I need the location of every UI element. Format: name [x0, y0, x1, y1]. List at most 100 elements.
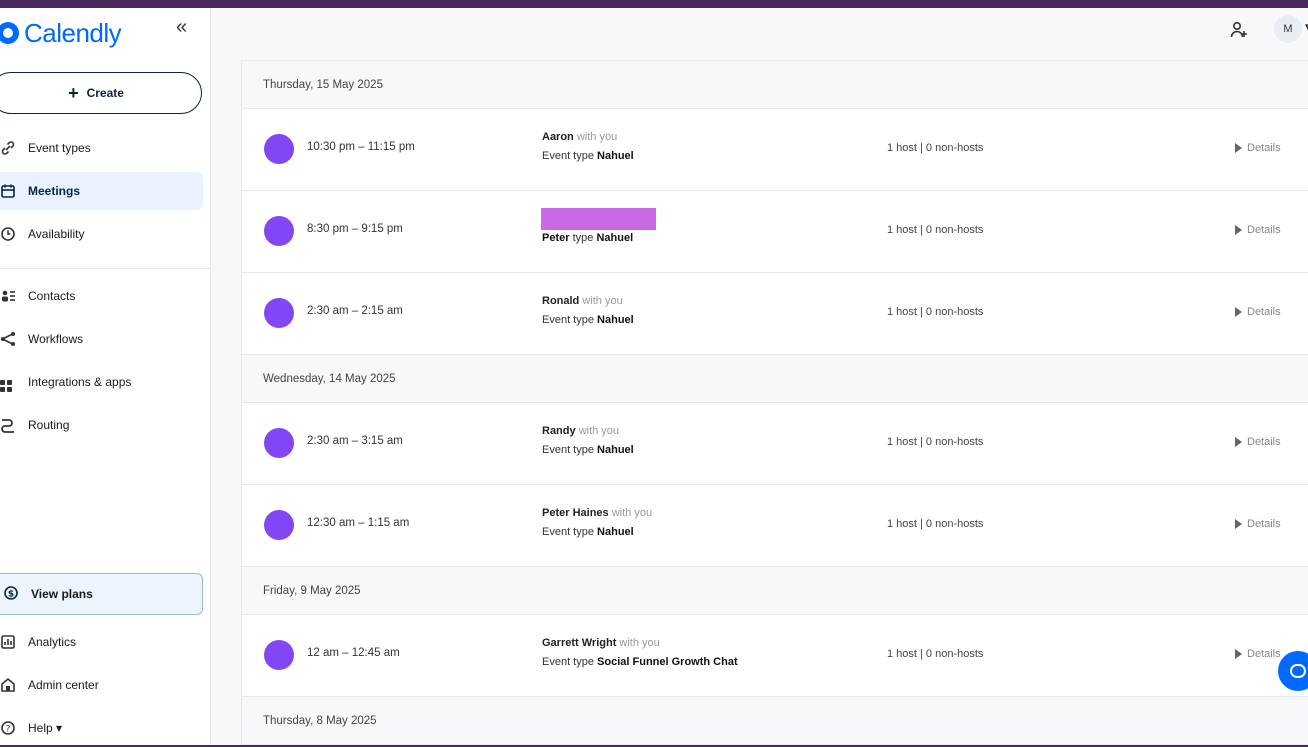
details-toggle[interactable]: Details — [1235, 224, 1281, 236]
caret-right-icon — [1235, 519, 1242, 529]
sidebar: Calendly « + Create Event types Meetings… — [0, 8, 211, 745]
event-hosts: 1 host | 0 non-hosts — [887, 224, 984, 236]
collapse-sidebar-icon[interactable]: « — [176, 16, 188, 38]
divider — [0, 268, 211, 269]
calendly-logo[interactable]: Calendly — [0, 16, 122, 50]
event-hosts: 1 host | 0 non-hosts — [887, 306, 984, 318]
clock-icon — [0, 226, 16, 242]
list-item[interactable]: 10:30 pm – 11:15 pm Aaron with you Event… — [242, 109, 1308, 191]
svg-text:$: $ — [8, 589, 14, 599]
event-type: Event type Social Funnel Growth Chat — [542, 656, 738, 668]
date-header: Thursday, 8 May 2025 — [242, 697, 1308, 745]
meetings-list: Thursday, 15 May 2025 10:30 pm – 11:15 p… — [241, 60, 1308, 745]
event-color-dot — [264, 428, 294, 458]
brand-name: Calendly — [24, 17, 122, 48]
event-type: Event type Nahuel — [542, 444, 634, 456]
chevron-down-icon[interactable]: ▼ — [1303, 22, 1308, 33]
calendly-logo-icon — [0, 22, 19, 44]
sidebar-item-meetings[interactable]: Meetings — [0, 172, 203, 210]
sidebar-item-label: Contacts — [28, 289, 76, 303]
event-hosts: 1 host | 0 non-hosts — [887, 518, 984, 530]
event-time: 12 am – 12:45 am — [307, 647, 400, 659]
event-time: 2:30 am – 3:15 am — [307, 435, 403, 447]
help-icon: ? — [0, 720, 16, 736]
sidebar-item-help[interactable]: ? Help ▾ — [0, 709, 203, 745]
calendar-icon — [0, 183, 16, 199]
chat-icon — [1290, 664, 1306, 678]
sidebar-item-label: Integrations & apps — [28, 375, 132, 389]
link-icon — [0, 140, 16, 156]
event-invitee: Peter Haines with you — [542, 507, 653, 519]
event-color-dot — [264, 216, 294, 246]
details-toggle[interactable]: Details — [1235, 518, 1281, 530]
workflow-icon — [0, 331, 16, 347]
event-hosts: 1 host | 0 non-hosts — [887, 436, 984, 448]
sidebar-item-routing[interactable]: Routing — [0, 406, 203, 444]
sidebar-item-event-types[interactable]: Event types — [0, 129, 203, 167]
create-button[interactable]: + Create — [0, 72, 202, 114]
view-plans-label: View plans — [31, 587, 93, 601]
apps-icon — [0, 374, 16, 392]
app-window: Calendly « + Create Event types Meetings… — [0, 8, 1308, 745]
event-time: 12:30 am – 1:15 am — [307, 517, 410, 529]
caret-right-icon — [1235, 143, 1242, 153]
sidebar-item-label: Workflows — [28, 332, 84, 346]
event-invitee: Ronald with you — [542, 295, 623, 307]
avatar[interactable]: M — [1274, 15, 1302, 43]
event-type: Event type Nahuel — [542, 314, 634, 326]
sidebar-item-label: Routing — [28, 418, 70, 432]
sidebar-item-integrations[interactable]: Integrations & apps — [0, 363, 203, 401]
caret-right-icon — [1235, 307, 1242, 317]
details-toggle[interactable]: Details — [1235, 436, 1281, 448]
add-user-icon[interactable] — [1229, 20, 1249, 40]
event-color-dot — [264, 640, 294, 670]
routing-icon — [0, 417, 16, 433]
caret-right-icon — [1235, 437, 1242, 447]
event-invitee: Garrett Wright with you — [542, 637, 660, 649]
sidebar-item-analytics[interactable]: Analytics — [0, 623, 203, 661]
event-color-dot — [264, 298, 294, 328]
event-time: 10:30 pm – 11:15 pm — [307, 141, 415, 153]
sidebar-item-availability[interactable]: Availability — [0, 215, 203, 253]
list-item[interactable]: 2:30 am – 2:15 am Ronald with you Event … — [242, 273, 1308, 355]
date-header: Thursday, 15 May 2025 — [242, 61, 1308, 109]
event-type: Peter type Nahuel — [542, 232, 634, 244]
analytics-icon — [0, 634, 16, 650]
sidebar-item-label: Availability — [28, 227, 85, 241]
top-bar: M ▼ — [211, 8, 1308, 58]
event-color-dot — [264, 134, 294, 164]
plus-icon: + — [68, 83, 79, 103]
event-invitee: Aaron with you — [542, 131, 618, 143]
redaction-block — [541, 208, 656, 230]
date-header: Wednesday, 14 May 2025 — [242, 355, 1308, 403]
sidebar-item-admin-center[interactable]: Admin center — [0, 666, 203, 704]
details-toggle[interactable]: Details — [1235, 306, 1281, 318]
sidebar-item-label: Help ▾ — [28, 721, 63, 735]
sidebar-item-workflows[interactable]: Workflows — [0, 320, 203, 358]
sidebar-item-label: Analytics — [28, 635, 77, 649]
event-color-dot — [264, 510, 294, 540]
list-item[interactable]: 12:30 am – 1:15 am Peter Haines with you… — [242, 485, 1308, 567]
caret-right-icon — [1235, 225, 1242, 235]
chat-support-button[interactable] — [1278, 651, 1308, 691]
sidebar-item-contacts[interactable]: Contacts — [0, 277, 203, 315]
list-item[interactable]: 12 am – 12:45 am Garrett Wright with you… — [242, 615, 1308, 697]
contacts-icon — [0, 288, 16, 304]
list-item[interactable]: 8:30 pm – 9:15 pm Peter type Nahuel 1 ho… — [242, 191, 1308, 273]
sidebar-item-label: Admin center — [28, 678, 99, 692]
details-toggle[interactable]: Details — [1235, 648, 1281, 660]
admin-icon — [0, 677, 16, 693]
svg-text:?: ? — [6, 725, 11, 735]
event-hosts: 1 host | 0 non-hosts — [887, 648, 984, 660]
event-type: Event type Nahuel — [542, 526, 634, 538]
view-plans-button[interactable]: $ View plans — [0, 573, 203, 615]
dollar-icon: $ — [3, 585, 19, 604]
sidebar-item-label: Event types — [28, 141, 91, 155]
date-header: Friday, 9 May 2025 — [242, 567, 1308, 615]
event-invitee: Randy with you — [542, 425, 620, 437]
event-time: 2:30 am – 2:15 am — [307, 305, 403, 317]
event-hosts: 1 host | 0 non-hosts — [887, 142, 984, 154]
event-time: 8:30 pm – 9:15 pm — [307, 223, 403, 235]
list-item[interactable]: 2:30 am – 3:15 am Randy with you Event t… — [242, 403, 1308, 485]
details-toggle[interactable]: Details — [1235, 142, 1281, 154]
